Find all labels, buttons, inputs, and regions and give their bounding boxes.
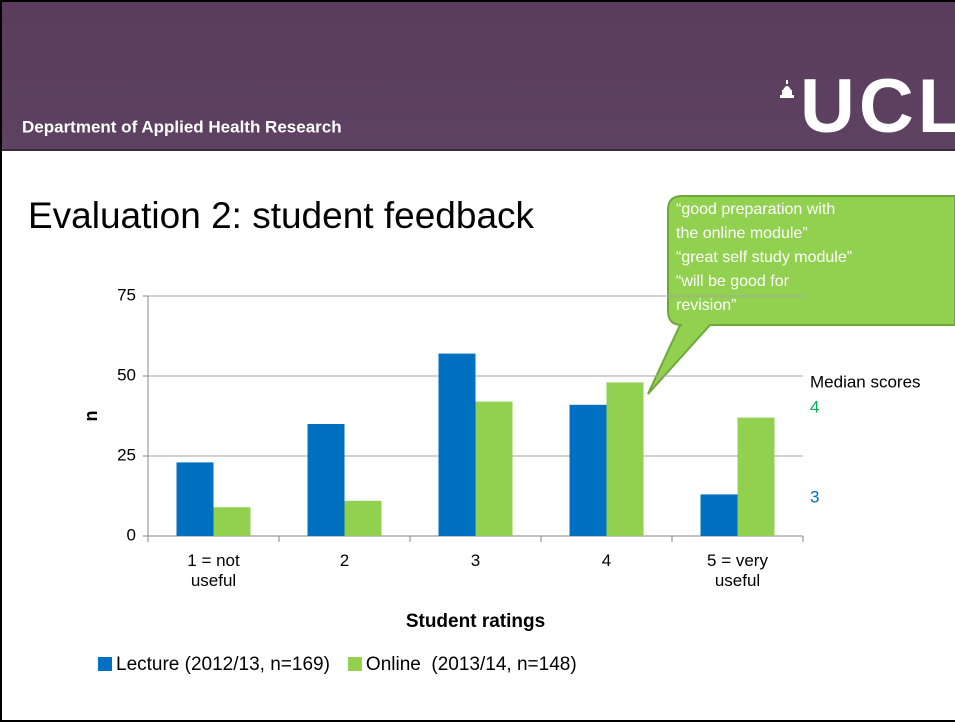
callout-line: the online module”: [676, 225, 808, 242]
legend-label: Lecture (2012/13, n=169): [116, 654, 330, 675]
bar: [606, 382, 644, 536]
legend-swatch: [347, 657, 362, 671]
median-label: Median scores: [810, 372, 921, 391]
x-tick-label: 4: [601, 551, 612, 570]
bar: [307, 424, 345, 536]
logo: UCL: [800, 64, 955, 149]
callout-line: “great self study module”: [676, 249, 852, 266]
bar: [213, 507, 251, 536]
bar: [475, 401, 513, 536]
x-axis-title: Student ratings: [406, 611, 545, 632]
bar: [438, 353, 476, 536]
callout-line: “will be good for: [676, 273, 790, 290]
legend-label: Online (2013/14, n=148): [366, 654, 577, 675]
y-tick-label: 75: [117, 285, 136, 304]
callout-line: revision”: [676, 297, 736, 314]
department: Department of Applied Health Research: [22, 117, 342, 136]
x-tick-label: 2: [339, 551, 350, 570]
y-tick-label: 0: [127, 525, 136, 544]
logo-icon: [780, 80, 794, 98]
header-band: [0, 0, 955, 150]
legend-swatch: [98, 657, 112, 671]
slide-title: Evaluation 2: student feedback: [28, 195, 535, 236]
x-tick-label: 5 = very useful: [707, 551, 768, 590]
y-tick-label: 25: [117, 445, 136, 464]
bar: [176, 462, 214, 536]
median-online: 4: [810, 397, 819, 416]
bar: [569, 404, 607, 536]
y-tick-label: 50: [117, 365, 136, 384]
bar: [737, 417, 775, 536]
bar: [700, 494, 738, 536]
y-axis-title: n: [81, 411, 101, 422]
x-tick-label: 1 = not useful: [187, 551, 240, 590]
callout: “good preparation with the online module”…: [647, 195, 955, 395]
callout-bubble: [647, 195, 955, 395]
x-tick-label: 3: [470, 551, 481, 570]
bar: [344, 500, 382, 536]
callout-line: “good preparation with: [676, 201, 835, 218]
median-lecture: 3: [810, 487, 819, 506]
